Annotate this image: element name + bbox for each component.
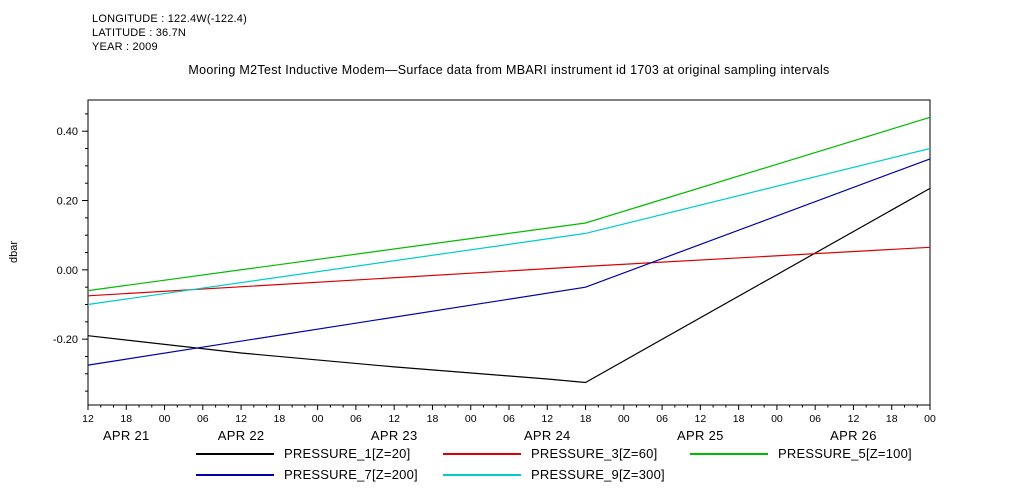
x-date-label: APR 24 <box>524 428 571 443</box>
longitude-label: LONGITUDE : 122.4W(-122.4) <box>92 13 247 25</box>
chart-title: Mooring M2Test Inductive Modem—Surface d… <box>188 63 830 77</box>
legend-line-sample <box>690 452 768 455</box>
year-label: YEAR : 2009 <box>92 41 158 53</box>
x-tick-label: 06 <box>503 413 515 425</box>
series-line-3 <box>87 116 931 292</box>
x-tick-label: 12 <box>235 413 247 425</box>
x-tick-label: 18 <box>120 413 132 425</box>
series-line-1 <box>87 187 931 384</box>
y-tick-label: -0.20 <box>53 334 78 346</box>
legend-label: PRESSURE_5[Z=100] <box>778 446 912 461</box>
x-tick-label: 00 <box>159 413 171 425</box>
x-tick-label: 12 <box>541 413 553 425</box>
x-tick-label: 00 <box>465 413 477 425</box>
legend-line-sample <box>196 452 274 455</box>
x-date-label: APR 21 <box>103 428 150 443</box>
legend-item: PRESSURE_9[Z=300] <box>443 467 690 482</box>
x-date-label: APR 22 <box>218 428 265 443</box>
x-date-label: APR 23 <box>371 428 418 443</box>
legend-line-sample <box>196 473 274 476</box>
x-tick-label: 12 <box>695 413 707 425</box>
legend-label: PRESSURE_1[Z=20] <box>284 446 411 461</box>
x-tick-label: 00 <box>618 413 630 425</box>
x-tick-label: 18 <box>580 413 592 425</box>
x-tick-label: 06 <box>656 413 668 425</box>
x-tick-label: 06 <box>350 413 362 425</box>
series-line-2 <box>87 246 931 297</box>
legend-row: PRESSURE_1[Z=20] PRESSURE_3[Z=60] PRESSURE… <box>196 443 937 464</box>
y-tick-label: 0.00 <box>57 265 78 277</box>
legend-label: PRESSURE_7[Z=200] <box>284 467 418 482</box>
legend-item: PRESSURE_7[Z=200] <box>196 467 443 482</box>
x-date-label: APR 26 <box>830 428 877 443</box>
x-tick-label: 12 <box>82 413 94 425</box>
x-tick-label: 12 <box>388 413 400 425</box>
x-tick-label: 00 <box>312 413 324 425</box>
x-tick-label: 12 <box>848 413 860 425</box>
x-tick-label: 06 <box>197 413 209 425</box>
axis-frame <box>87 99 931 406</box>
series-line-4 <box>87 158 931 366</box>
legend-label: PRESSURE_9[Z=300] <box>531 467 665 482</box>
legend-item: PRESSURE_5[Z=100] <box>690 446 937 461</box>
legend-line-sample <box>443 473 521 476</box>
x-tick-label: 18 <box>733 413 745 425</box>
legend-item: PRESSURE_1[Z=20] <box>196 446 443 461</box>
legend-line-sample <box>443 452 521 455</box>
header-metadata: LONGITUDE : 122.4W(-122.4) LATITUDE : 36… <box>92 12 247 54</box>
legend-row: PRESSURE_7[Z=200] PRESSURE_9[Z=300] <box>196 464 937 485</box>
y-tick-label: 0.40 <box>57 126 78 138</box>
legend-item: PRESSURE_3[Z=60] <box>443 446 690 461</box>
x-tick-label: 18 <box>427 413 439 425</box>
x-tick-label: 06 <box>809 413 821 425</box>
x-tick-label: 00 <box>771 413 783 425</box>
x-date-label: APR 25 <box>677 428 724 443</box>
series-line-5 <box>87 147 931 306</box>
legend: PRESSURE_1[Z=20] PRESSURE_3[Z=60] PRESSURE… <box>196 443 937 485</box>
latitude-label: LATITUDE : 36.7N <box>92 27 187 39</box>
x-tick-label: 18 <box>274 413 286 425</box>
legend-label: PRESSURE_3[Z=60] <box>531 446 658 461</box>
x-tick-label: 18 <box>886 413 898 425</box>
x-tick-label: 00 <box>924 413 936 425</box>
y-tick-label: 0.20 <box>57 196 78 208</box>
